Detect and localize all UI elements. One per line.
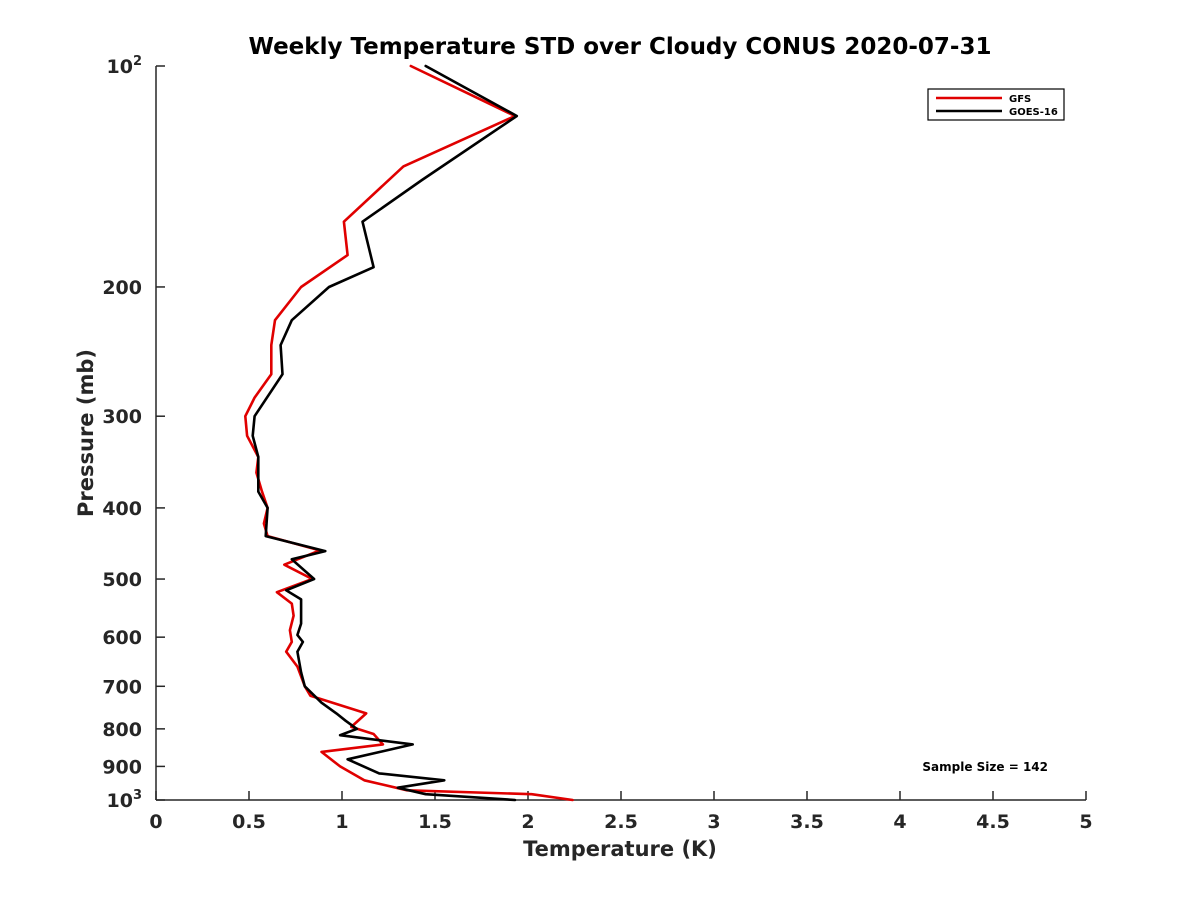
y-tick-label: 900	[102, 756, 142, 778]
y-tick-label: 102	[107, 54, 143, 78]
x-tick-label: 1.5	[418, 811, 452, 833]
x-tick-label: 2	[521, 811, 534, 833]
x-tick-label: 2.5	[604, 811, 638, 833]
x-tick-label: 4.5	[976, 811, 1010, 833]
x-tick-label: 4	[893, 811, 906, 833]
y-tick-label: 200	[102, 277, 142, 299]
y-tick-label: 300	[102, 406, 142, 428]
x-axis-label: Temperature (K)	[523, 837, 717, 861]
x-tick-label: 3.5	[790, 811, 824, 833]
y-tick-label: 400	[102, 498, 142, 520]
chart-legend: GFS GOES-16	[927, 88, 1065, 121]
y-tick-label: 103	[107, 788, 143, 812]
y-tick-label: 700	[102, 676, 142, 698]
x-tick-label: 1	[335, 811, 348, 833]
sample-size-annotation: Sample Size = 142	[922, 760, 1048, 774]
series-line-goes-16	[251, 64, 519, 802]
chart-title: Weekly Temperature STD over Cloudy CONUS…	[249, 34, 992, 60]
plot-axes: 0 0.5 1 1.5 2 2.5 3 3.5 4 4.5 5 102 200 300 400 500 600 7…	[102, 54, 1092, 833]
y-tick-label: 500	[102, 569, 142, 591]
series-lines	[244, 64, 574, 802]
legend-label-goes-16: GOES-16	[1009, 107, 1058, 118]
x-tick-label: 5	[1079, 811, 1092, 833]
legend-label-gfs: GFS	[1009, 94, 1031, 105]
y-axis-label: Pressure (mb)	[74, 349, 98, 517]
x-tick-label: 0	[149, 811, 162, 833]
y-tick-label: 800	[102, 719, 142, 741]
y-tick-label: 600	[102, 627, 142, 649]
legend-box	[927, 88, 1065, 121]
x-tick-label: 3	[707, 811, 720, 833]
x-tick-label: 0.5	[232, 811, 266, 833]
